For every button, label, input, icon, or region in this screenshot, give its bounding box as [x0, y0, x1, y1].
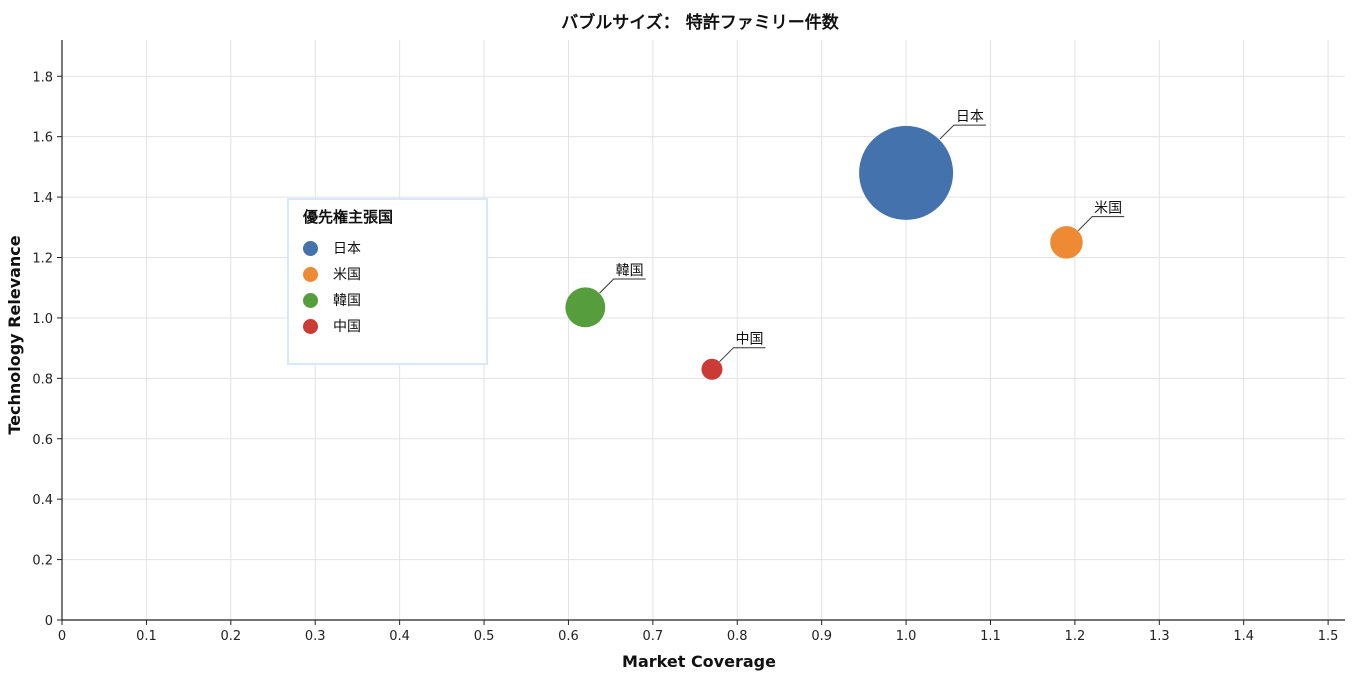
legend-label: 日本: [333, 241, 361, 257]
bubble: [1050, 226, 1083, 259]
legend-label: 韓国: [333, 293, 361, 309]
x-tick-label: 0.7: [643, 629, 664, 644]
bubble-leader-line: [719, 347, 766, 363]
x-tick-label: 0.1: [136, 629, 157, 644]
y-tick-label: 0: [45, 614, 53, 629]
x-tick-label: 1.4: [1233, 629, 1254, 644]
legend-swatch: [303, 292, 318, 308]
bubble-leader-line: [939, 124, 986, 140]
bubble: [701, 358, 723, 380]
chart-title: バブルサイズ： 特許ファミリー件数: [561, 12, 839, 33]
legend-item: 日本: [303, 238, 361, 258]
bubble-label: 中国: [736, 332, 764, 348]
x-tick-label: 0: [58, 629, 66, 644]
y-tick-label: 0.6: [32, 433, 53, 448]
legend-swatch: [303, 240, 318, 256]
y-tick-label: 1.4: [32, 191, 53, 206]
legend-swatch: [303, 266, 318, 282]
legend-title: 優先権主張国: [303, 208, 394, 226]
legend-item: 韓国: [303, 290, 361, 310]
x-tick-label: 1.1: [980, 629, 1001, 644]
x-tick-label: 0.9: [811, 629, 832, 644]
x-tick-label: 1.5: [1318, 629, 1339, 644]
x-tick-label: 1.0: [896, 629, 917, 644]
bubble-label: 韓国: [616, 263, 644, 279]
y-tick-label: 1.8: [32, 70, 53, 85]
x-tick-label: 0.3: [305, 629, 326, 644]
y-tick-label: 0.4: [32, 493, 53, 508]
y-tick-label: 0.8: [32, 372, 53, 387]
y-tick-label: 0.2: [32, 554, 53, 569]
x-tick-label: 0.4: [389, 629, 410, 644]
bubble-label: 米国: [1094, 201, 1122, 217]
x-tick-label: 1.3: [1149, 629, 1170, 644]
legend: 優先権主張国 日本米国韓国中国: [287, 198, 488, 365]
y-tick-label: 1.6: [32, 131, 53, 146]
bubble: [859, 125, 954, 220]
legend-item: 米国: [303, 264, 361, 284]
bubbles: [565, 125, 1083, 380]
y-axis-title: Technology Relevance: [5, 235, 24, 434]
y-axis-ticks: 0 0.2 0.4 0.6 0.8 1.0 1.2 1.4 1.6 1.8: [32, 70, 62, 629]
grid: [62, 40, 1345, 620]
x-axis-ticks: 0 0.1 0.2 0.3 0.4 0.5 0.6 0.7 0.8 0.9 1.0 1.1 1.2 1.3…: [58, 620, 1339, 644]
legend-swatch: [303, 318, 318, 334]
legend-label: 米国: [333, 267, 361, 283]
y-tick-label: 1.2: [32, 252, 53, 267]
y-tick-label: 1.0: [32, 312, 53, 327]
x-tick-label: 0.8: [727, 629, 748, 644]
bubble-label: 日本: [956, 109, 984, 125]
bubble-leader-line: [1077, 216, 1125, 232]
x-axis-title: Market Coverage: [622, 652, 776, 671]
x-tick-label: 0.5: [474, 629, 495, 644]
bubble: [565, 287, 606, 328]
x-tick-label: 1.2: [1065, 629, 1086, 644]
x-tick-label: 0.2: [220, 629, 241, 644]
x-tick-label: 0.6: [558, 629, 579, 644]
legend-item: 中国: [303, 316, 361, 336]
legend-label: 中国: [333, 319, 361, 335]
bubble-leader-line: [599, 278, 646, 294]
axes: [61, 40, 1345, 621]
